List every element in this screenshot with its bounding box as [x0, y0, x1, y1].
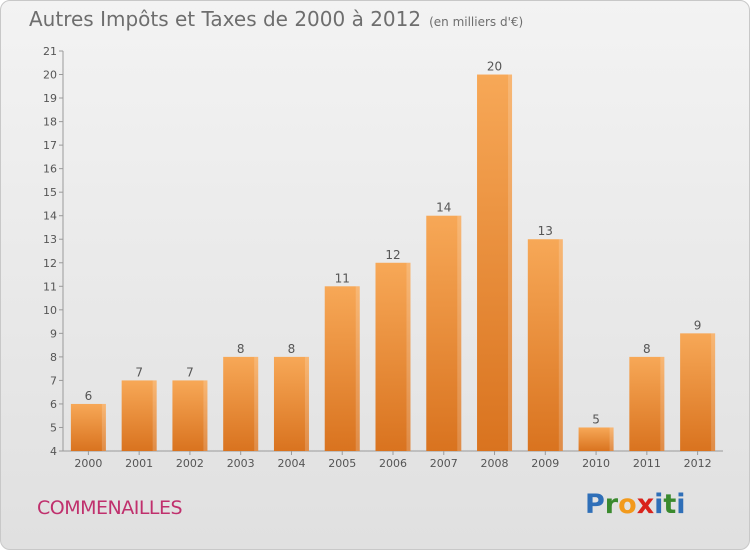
x-tick-label: 2006	[379, 457, 407, 470]
logo-letter: r	[604, 489, 619, 520]
y-tick-label: 21	[43, 45, 57, 58]
bar-group-2002: 7 2002	[172, 365, 208, 470]
value-label: 20	[487, 60, 502, 74]
y-tick-label: 4	[50, 445, 57, 458]
y-tick-label: 14	[43, 210, 57, 223]
bar-shine	[558, 239, 563, 451]
y-tick-label: 17	[43, 139, 57, 152]
logo-letter: x	[636, 489, 655, 520]
logo-letter: i	[654, 489, 664, 520]
value-label: 5	[592, 412, 600, 426]
bar-shine	[457, 215, 462, 451]
bar-shine	[711, 333, 716, 451]
bar-group-2007: 14 2007	[426, 201, 462, 470]
value-label: 8	[643, 342, 651, 356]
y-tick-label: 8	[50, 351, 57, 364]
bar-2007	[426, 215, 462, 451]
bar-2005	[324, 286, 360, 451]
bar-2008	[477, 74, 513, 451]
bar-shine	[609, 427, 614, 451]
value-label: 8	[288, 342, 296, 356]
x-tick-label: 2008	[481, 457, 509, 470]
bar-group-2009: 13 2009	[527, 224, 563, 470]
x-tick-label: 2011	[633, 457, 661, 470]
x-tick-label: 2012	[684, 457, 712, 470]
proxiti-logo: Proxiti	[585, 489, 686, 520]
y-tick-label: 7	[50, 374, 57, 387]
value-label: 8	[237, 342, 245, 356]
value-label: 6	[85, 389, 93, 403]
value-label: 7	[186, 365, 194, 379]
bar-2010	[578, 427, 614, 451]
x-tick-label: 2004	[277, 457, 305, 470]
title-text: Autres Impôts et Taxes de 2000 à 2012	[29, 7, 422, 31]
bar-2011	[629, 356, 665, 451]
commune-name: COMMENAILLES	[37, 497, 183, 519]
bar-group-2003: 8 2003	[223, 342, 259, 470]
bar-shine	[406, 262, 411, 451]
bar-group-2000: 6 2000	[70, 389, 106, 470]
chart-title: Autres Impôts et Taxes de 2000 à 2012 (en…	[29, 7, 523, 31]
bar-shine	[254, 356, 259, 451]
bar-2003	[223, 356, 259, 451]
value-label: 7	[135, 365, 143, 379]
unit-label: (en milliers d'€)	[429, 15, 524, 29]
y-tick-label: 11	[43, 280, 57, 293]
y-tick-label: 9	[50, 327, 57, 340]
value-label: 11	[335, 271, 350, 285]
bar-group-2008: 20 2008	[477, 60, 513, 470]
bar-shine	[152, 380, 157, 451]
bar-2000	[70, 403, 106, 451]
bar-shine	[203, 380, 208, 451]
bar-group-2010: 5 2010	[578, 412, 614, 470]
x-tick-label: 2010	[582, 457, 610, 470]
y-tick-label: 13	[43, 233, 57, 246]
y-tick-label: 20	[43, 69, 57, 82]
x-tick-label: 2001	[125, 457, 153, 470]
bar-group-2004: 8 2004	[273, 342, 309, 470]
logo-letter: P	[585, 489, 605, 520]
logo-letter: t	[663, 489, 677, 520]
bar-2012	[680, 333, 716, 451]
value-label: 13	[538, 224, 553, 238]
bar-2002	[172, 380, 208, 451]
bar-shine	[101, 403, 106, 451]
bar-group-2001: 7 2001	[121, 365, 157, 470]
value-label: 14	[436, 201, 451, 215]
bar-group-2012: 9 2012	[680, 318, 716, 470]
logo-letter: o	[618, 489, 637, 520]
bar-shine	[304, 356, 309, 451]
bar-2006	[375, 262, 411, 451]
bar-shine	[660, 356, 665, 451]
y-tick-label: 19	[43, 92, 57, 105]
bar-2004	[273, 356, 309, 451]
y-tick-label: 16	[43, 163, 57, 176]
logo-letter: i	[676, 489, 686, 520]
bar-2001	[121, 380, 157, 451]
x-tick-label: 2009	[531, 457, 559, 470]
bar-shine	[355, 286, 360, 451]
y-tick-label: 10	[43, 304, 57, 317]
y-tick-label: 6	[50, 398, 57, 411]
x-tick-label: 2005	[328, 457, 356, 470]
bar-2009	[527, 239, 563, 451]
y-tick-label: 18	[43, 116, 57, 129]
x-tick-label: 2007	[430, 457, 458, 470]
y-tick-label: 12	[43, 257, 57, 270]
x-tick-label: 2002	[176, 457, 204, 470]
y-tick-label: 5	[50, 421, 57, 434]
value-label: 9	[694, 318, 702, 332]
x-tick-label: 2003	[227, 457, 255, 470]
bar-shine	[508, 74, 513, 451]
x-tick-label: 2000	[74, 457, 102, 470]
bars: 6 2000 7 2001 7 2002 8 2003 8 2004 11 2005 12 2006 14 2…	[70, 60, 716, 470]
value-label: 12	[385, 248, 400, 262]
bar-group-2011: 8 2011	[629, 342, 665, 470]
bar-group-2005: 11 2005	[324, 271, 360, 470]
y-tick-label: 15	[43, 186, 57, 199]
bar-group-2006: 12 2006	[375, 248, 411, 470]
